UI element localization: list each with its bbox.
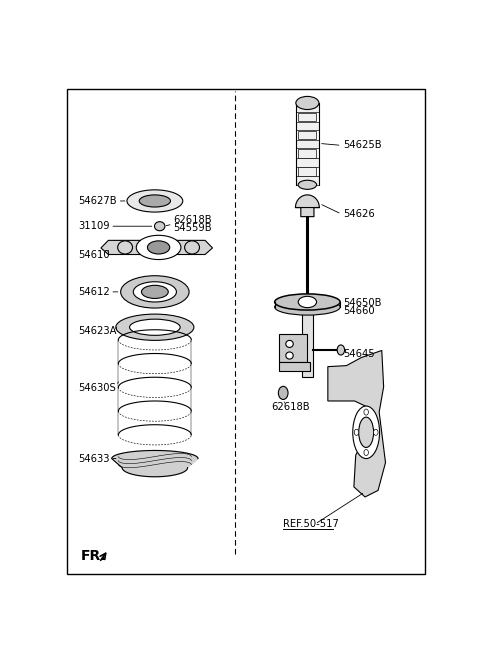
Ellipse shape xyxy=(337,345,345,355)
Text: 62618B: 62618B xyxy=(271,402,310,412)
Ellipse shape xyxy=(139,195,170,207)
Bar xyxy=(299,113,316,121)
Bar xyxy=(299,167,316,176)
Bar xyxy=(296,104,319,112)
Bar xyxy=(299,149,316,157)
Polygon shape xyxy=(101,240,213,255)
Text: 54627B: 54627B xyxy=(79,196,117,206)
Ellipse shape xyxy=(286,340,293,348)
Ellipse shape xyxy=(127,190,183,212)
Text: 54645: 54645 xyxy=(343,349,374,359)
Text: 62618B: 62618B xyxy=(173,215,212,225)
Text: 54630S: 54630S xyxy=(79,383,116,393)
Ellipse shape xyxy=(136,236,181,260)
Bar xyxy=(299,131,316,139)
Text: 54633: 54633 xyxy=(79,453,110,464)
Ellipse shape xyxy=(278,386,288,400)
Text: 54623A: 54623A xyxy=(79,326,117,337)
Ellipse shape xyxy=(353,406,380,459)
Ellipse shape xyxy=(354,429,359,436)
Ellipse shape xyxy=(130,319,180,335)
Ellipse shape xyxy=(116,314,194,340)
Bar xyxy=(296,140,319,148)
Bar xyxy=(302,307,313,377)
Bar xyxy=(296,176,319,185)
Ellipse shape xyxy=(298,180,317,190)
Text: 54660: 54660 xyxy=(343,306,374,316)
Ellipse shape xyxy=(120,276,189,308)
Ellipse shape xyxy=(275,299,340,315)
Ellipse shape xyxy=(364,409,368,415)
Text: 54610: 54610 xyxy=(79,249,110,260)
Polygon shape xyxy=(112,451,198,477)
Text: 31109: 31109 xyxy=(79,221,110,231)
Bar xyxy=(279,361,311,371)
Ellipse shape xyxy=(373,429,378,436)
Text: 54650B: 54650B xyxy=(343,298,381,308)
Text: 54559B: 54559B xyxy=(173,223,212,233)
Polygon shape xyxy=(296,195,319,216)
Text: 54626: 54626 xyxy=(343,209,374,219)
Ellipse shape xyxy=(298,297,316,308)
Bar xyxy=(279,334,307,361)
Ellipse shape xyxy=(147,241,170,254)
Polygon shape xyxy=(328,350,385,497)
Ellipse shape xyxy=(142,285,168,298)
Bar xyxy=(296,121,319,131)
Ellipse shape xyxy=(185,241,200,254)
Text: FR.: FR. xyxy=(81,549,106,563)
Bar xyxy=(296,158,319,167)
Text: 54625B: 54625B xyxy=(343,140,381,150)
Ellipse shape xyxy=(296,96,319,110)
Ellipse shape xyxy=(118,241,132,254)
Text: REF.50-517: REF.50-517 xyxy=(283,520,339,529)
Text: 54612: 54612 xyxy=(79,287,110,297)
Ellipse shape xyxy=(133,282,177,302)
Ellipse shape xyxy=(359,417,373,447)
Ellipse shape xyxy=(275,294,340,310)
Ellipse shape xyxy=(286,352,293,359)
Ellipse shape xyxy=(364,449,368,455)
Ellipse shape xyxy=(155,222,165,231)
